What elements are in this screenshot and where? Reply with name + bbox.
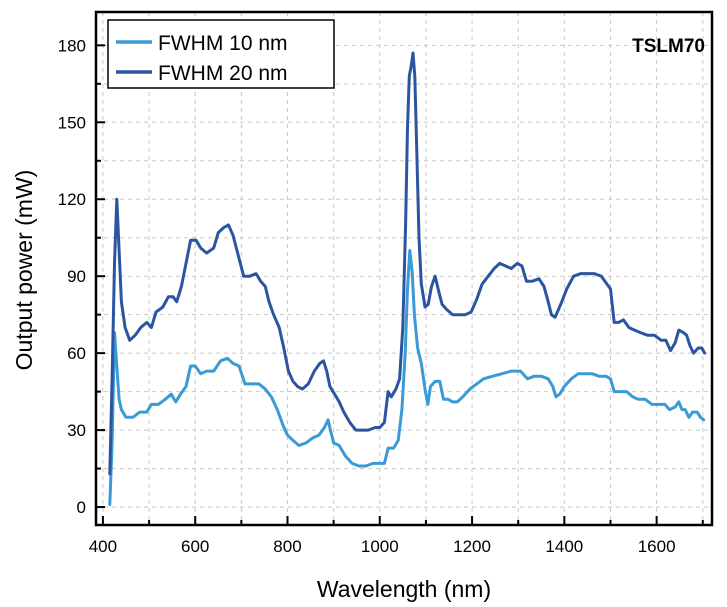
legend-box [107,19,335,89]
y-tick-label: 0 [77,498,86,517]
x-tick-label: 1400 [545,537,583,556]
y-tick-label: 60 [67,344,86,363]
y-tick-label: 30 [67,421,86,440]
x-tick-label: 600 [181,537,209,556]
x-tick-label: 1000 [361,537,399,556]
legend-label-fwhm-10: FWHM 10 nm [158,32,288,55]
axis-ticks [96,44,704,525]
legend-label-fwhm-20: FWHM 20 nm [158,62,288,85]
y-tick-label: 90 [67,267,86,286]
x-tick-label: 1200 [453,537,491,556]
x-tick-label: 1600 [638,537,676,556]
chart-annotation: TSLM70 [632,36,705,57]
y-tick-label: 120 [58,190,86,209]
y-tick-label: 150 [58,113,86,132]
x-tick-label: 800 [273,537,301,556]
series-lines [108,51,707,506]
x-tick-label: 400 [89,537,117,556]
y-axis-title: Output power (mW) [11,170,37,371]
y-tick-label: 180 [58,36,86,55]
tick-labels: 400 600 800 1000 1200 1400 1600 0 30 60 90 120 150 18… [58,36,676,556]
legend: FWHM 10 nm FWHM 20 nm [107,19,335,89]
x-axis-title: Wavelength (nm) [317,576,491,602]
series-line-fwhm-20 [108,51,707,476]
series-line-fwhm-10 [108,249,706,506]
plot-frame [94,10,714,527]
